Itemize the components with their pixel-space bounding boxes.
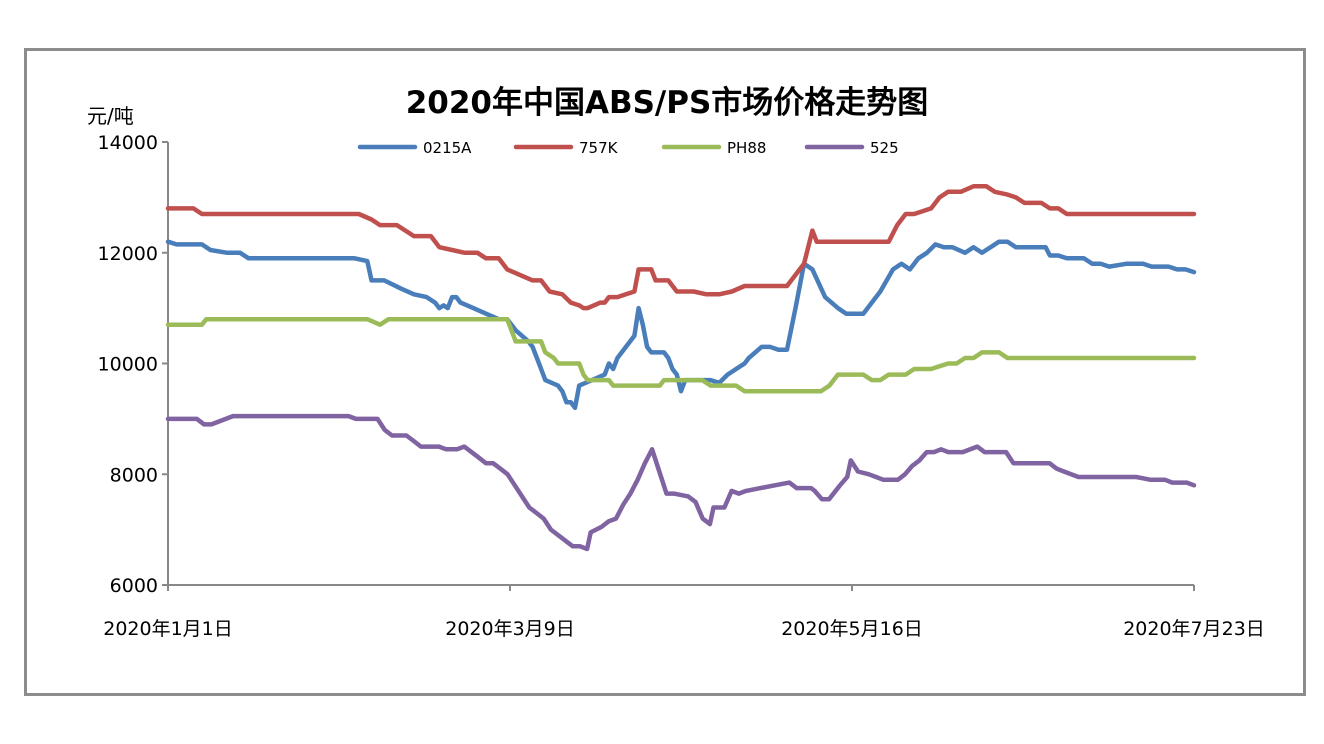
legend-label-ph88: PH88 xyxy=(727,139,766,157)
x-tick-label: 2020年7月23日 xyxy=(1123,618,1265,640)
series-line-757k xyxy=(165,184,1197,311)
chart-canvas: 2020年中国ABS/PS市场价格走势图 元/吨 0215A 757K PH88 52… xyxy=(87,85,1265,640)
legend: 0215A 757K PH88 525 xyxy=(357,139,899,157)
series-line-ph88 xyxy=(165,316,1197,394)
y-axis-label: 元/吨 xyxy=(87,104,134,128)
axes: 14000 12000 10000 8000 6000 2020年1月1日 2020年3月9… xyxy=(98,132,1265,640)
legend-label-0215a: 0215A xyxy=(423,139,472,157)
chart-frame: 2020年中国ABS/PS市场价格走势图 元/吨 0215A 757K PH88 52… xyxy=(24,48,1306,696)
series-line-0215a xyxy=(165,239,1197,411)
series-lines xyxy=(165,184,1197,552)
x-tick-label: 2020年1月1日 xyxy=(103,618,233,640)
legend-label-757k: 757K xyxy=(579,139,619,157)
x-tick-label: 2020年3月9日 xyxy=(445,618,575,640)
legend-label-525: 525 xyxy=(870,139,899,157)
y-tick-label: 10000 xyxy=(98,354,158,376)
series-line-525 xyxy=(165,413,1197,552)
x-tick-label: 2020年5月16日 xyxy=(781,618,923,640)
y-tick-label: 14000 xyxy=(98,132,158,154)
chart-title: 2020年中国ABS/PS市场价格走势图 xyxy=(406,85,929,121)
y-tick-label: 6000 xyxy=(110,575,158,597)
y-tick-label: 8000 xyxy=(110,464,158,486)
y-tick-label: 12000 xyxy=(98,243,158,265)
